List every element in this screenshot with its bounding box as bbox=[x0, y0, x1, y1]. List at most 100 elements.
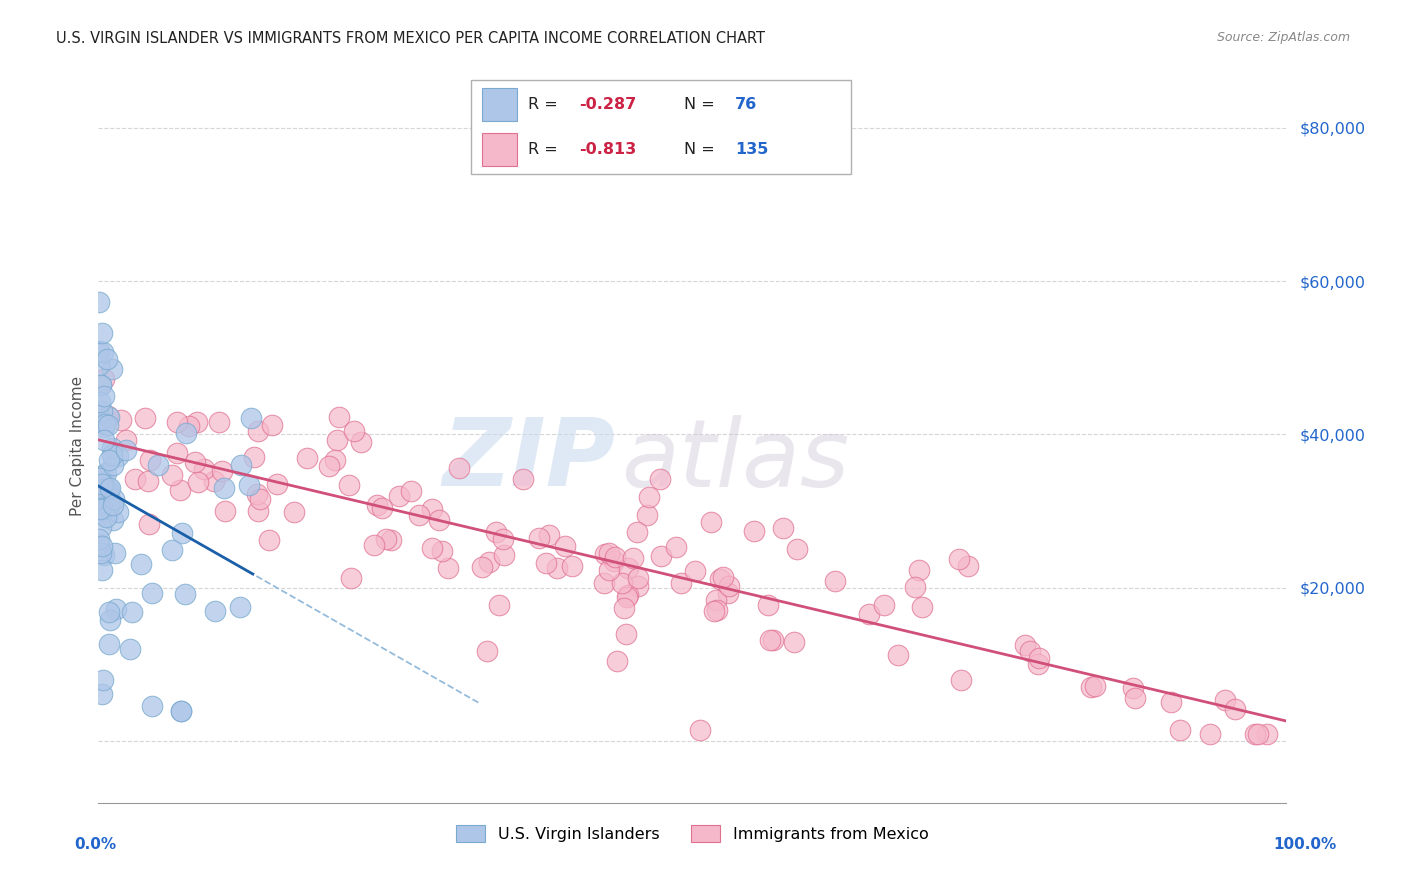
Point bbox=[214, 481, 236, 495]
Point bbox=[485, 524, 508, 539]
Point bbox=[240, 410, 263, 425]
Point bbox=[91, 563, 114, 577]
Point bbox=[494, 548, 516, 562]
Point bbox=[87, 294, 110, 309]
Point bbox=[706, 603, 728, 617]
Point bbox=[616, 590, 638, 604]
Point bbox=[908, 563, 931, 577]
Point bbox=[166, 416, 188, 430]
Point bbox=[626, 524, 648, 539]
Point bbox=[87, 408, 110, 422]
Point bbox=[1256, 727, 1278, 741]
Point bbox=[91, 504, 114, 518]
Text: 100.0%: 100.0% bbox=[1274, 838, 1336, 852]
Point bbox=[98, 605, 121, 619]
Text: 76: 76 bbox=[735, 97, 756, 112]
Point bbox=[1080, 680, 1102, 694]
Point bbox=[703, 604, 725, 618]
Point bbox=[96, 466, 118, 480]
Point bbox=[371, 501, 394, 516]
Point bbox=[491, 533, 513, 547]
Point bbox=[592, 576, 614, 591]
Point bbox=[824, 574, 846, 588]
Point bbox=[1223, 702, 1246, 716]
Y-axis label: Per Capita Income: Per Capita Income bbox=[69, 376, 84, 516]
Point bbox=[374, 532, 396, 546]
Point bbox=[786, 542, 808, 557]
Point bbox=[202, 474, 225, 488]
Point bbox=[477, 644, 499, 658]
Point bbox=[366, 498, 388, 512]
Text: N =: N = bbox=[683, 142, 720, 157]
Point bbox=[598, 563, 620, 577]
Point bbox=[613, 601, 636, 615]
Point bbox=[621, 551, 644, 566]
Point bbox=[326, 433, 349, 447]
Point bbox=[184, 455, 207, 469]
Point bbox=[93, 508, 115, 522]
Point bbox=[363, 538, 385, 552]
Point bbox=[328, 409, 350, 424]
Point bbox=[98, 481, 121, 495]
Point bbox=[689, 723, 711, 738]
Point bbox=[87, 359, 110, 373]
Point bbox=[617, 561, 640, 575]
Point bbox=[90, 519, 112, 533]
Point bbox=[650, 549, 672, 563]
Point bbox=[91, 476, 114, 491]
Point bbox=[950, 673, 973, 688]
Point bbox=[87, 344, 110, 359]
Point bbox=[101, 362, 124, 376]
Point bbox=[228, 599, 250, 614]
Point bbox=[94, 417, 117, 431]
FancyBboxPatch shape bbox=[482, 133, 516, 167]
Point bbox=[134, 410, 156, 425]
Point bbox=[91, 687, 114, 701]
FancyBboxPatch shape bbox=[471, 80, 851, 174]
Point bbox=[636, 508, 658, 522]
Text: R =: R = bbox=[529, 142, 562, 157]
Point bbox=[90, 377, 112, 392]
Point bbox=[121, 606, 143, 620]
Point bbox=[606, 654, 628, 668]
Point bbox=[98, 492, 121, 507]
Text: -0.813: -0.813 bbox=[579, 142, 637, 157]
Point bbox=[297, 450, 319, 465]
Point bbox=[1028, 651, 1050, 665]
Point bbox=[89, 501, 111, 516]
Point bbox=[238, 477, 260, 491]
Point bbox=[388, 489, 411, 503]
Point bbox=[956, 559, 979, 574]
Point bbox=[91, 673, 114, 688]
Point bbox=[340, 571, 363, 585]
Point bbox=[204, 605, 226, 619]
Point bbox=[187, 475, 209, 489]
Point bbox=[115, 442, 138, 457]
Point bbox=[139, 452, 162, 467]
Point bbox=[148, 458, 170, 473]
Point bbox=[93, 372, 115, 386]
Text: 135: 135 bbox=[735, 142, 768, 157]
Point bbox=[756, 598, 779, 612]
FancyBboxPatch shape bbox=[482, 87, 516, 121]
Point bbox=[436, 561, 458, 575]
Point bbox=[783, 635, 806, 649]
Point bbox=[98, 409, 121, 424]
Point bbox=[87, 532, 110, 546]
Point bbox=[193, 462, 215, 476]
Point bbox=[242, 450, 264, 465]
Point bbox=[711, 570, 734, 584]
Point bbox=[97, 417, 120, 432]
Point bbox=[229, 458, 252, 472]
Point bbox=[537, 528, 560, 542]
Point bbox=[124, 472, 146, 486]
Text: Source: ZipAtlas.com: Source: ZipAtlas.com bbox=[1216, 31, 1350, 45]
Point bbox=[173, 587, 195, 601]
Point bbox=[110, 412, 132, 426]
Point bbox=[1014, 639, 1036, 653]
Point bbox=[103, 491, 125, 506]
Point bbox=[399, 483, 422, 498]
Point bbox=[101, 458, 124, 472]
Point bbox=[350, 434, 373, 449]
Point bbox=[247, 504, 270, 518]
